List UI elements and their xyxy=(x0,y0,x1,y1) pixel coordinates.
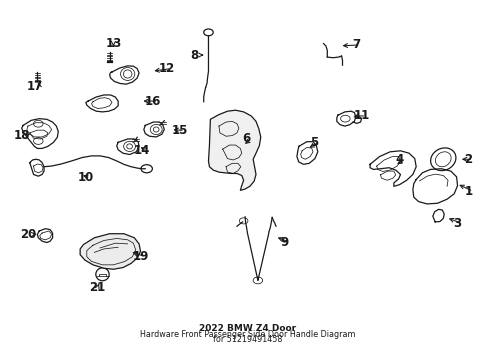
Text: 3: 3 xyxy=(453,217,462,230)
Text: 6: 6 xyxy=(243,132,250,145)
Polygon shape xyxy=(80,234,141,269)
Text: 11: 11 xyxy=(353,109,369,122)
Text: 2: 2 xyxy=(465,153,472,166)
Text: 15: 15 xyxy=(172,124,188,137)
Text: for 51219491458: for 51219491458 xyxy=(213,336,282,345)
Text: 2022 BMW Z4 Door: 2022 BMW Z4 Door xyxy=(199,324,296,333)
Text: 1: 1 xyxy=(465,185,472,198)
Text: 5: 5 xyxy=(310,136,318,149)
Text: 9: 9 xyxy=(280,236,289,249)
Text: 16: 16 xyxy=(145,95,162,108)
Text: 10: 10 xyxy=(78,171,94,184)
Text: 19: 19 xyxy=(132,250,148,263)
Polygon shape xyxy=(208,110,261,190)
Text: 4: 4 xyxy=(395,153,404,166)
Text: Hardware Front Passenger Side Door Handle Diagram: Hardware Front Passenger Side Door Handl… xyxy=(140,330,355,339)
Text: 13: 13 xyxy=(105,37,122,50)
Text: 8: 8 xyxy=(190,49,198,62)
Text: 20: 20 xyxy=(20,228,36,241)
Text: 7: 7 xyxy=(352,39,360,51)
Text: 21: 21 xyxy=(90,281,106,294)
Text: 14: 14 xyxy=(134,144,150,157)
Text: 18: 18 xyxy=(14,129,30,142)
Text: 12: 12 xyxy=(159,62,175,75)
Text: 17: 17 xyxy=(26,80,43,93)
